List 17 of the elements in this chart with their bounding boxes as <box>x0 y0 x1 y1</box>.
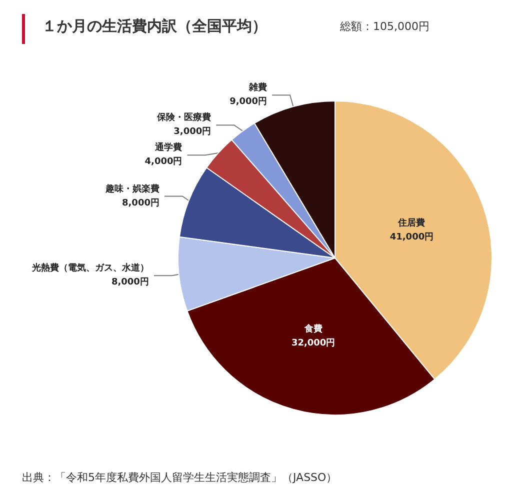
data-label: 9,000円 <box>230 96 268 108</box>
slice-label: 通学費 <box>154 142 182 154</box>
data-label: 41,000円 <box>390 232 434 243</box>
data-label: 3,000円 <box>174 126 212 138</box>
slice-label: 保険・医療費 <box>156 112 212 124</box>
slice-label: 雑費 <box>248 82 268 94</box>
data-label: 8,000円 <box>111 276 149 288</box>
chart-subtitle: 総額：105,000円 <box>340 19 430 34</box>
slice-label: 食費 <box>303 324 322 335</box>
slice-label: 光熱費（電気、ガス、水道） <box>30 262 149 274</box>
chart-title: １か月の生活費内訳（全国平均） <box>42 17 267 36</box>
data-label: 4,000円 <box>144 156 182 168</box>
slice-label: 趣味・娯楽費 <box>104 183 160 194</box>
source-note: 出典：「令和5年度私費外国人留学生生活実態調査」（JASSO） <box>22 470 338 485</box>
data-label: 8,000円 <box>122 197 160 208</box>
slice-label: 住居費 <box>397 218 426 229</box>
data-label: 32,000円 <box>291 338 336 349</box>
